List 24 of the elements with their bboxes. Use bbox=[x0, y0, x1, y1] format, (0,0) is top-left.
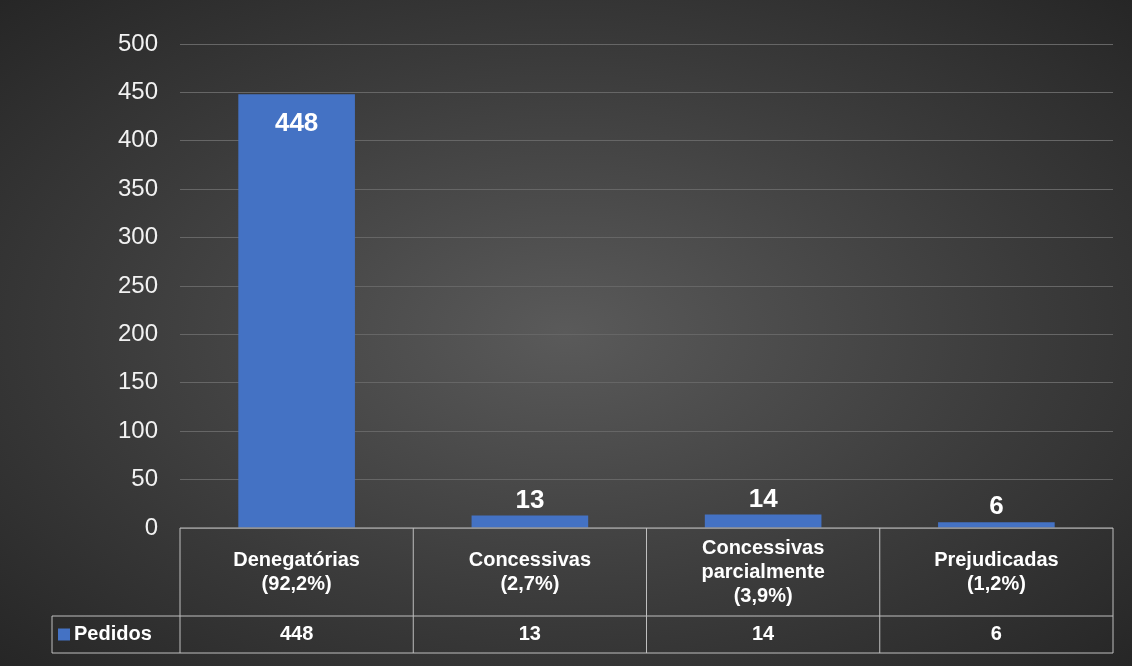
text: 6 bbox=[990, 622, 1002, 645]
y-tick-label: 400 bbox=[117, 125, 158, 153]
x-tick-label: Concessivas (2,7%) bbox=[468, 547, 592, 594]
y-tick-label: 250 bbox=[117, 270, 158, 298]
text: 14 bbox=[752, 622, 776, 645]
data-label: 448 bbox=[274, 106, 319, 137]
y-tick-label: 450 bbox=[117, 77, 158, 105]
y-tick-label: 300 bbox=[117, 222, 158, 250]
text: 448 bbox=[279, 622, 314, 645]
y-tick-label: 50 bbox=[131, 464, 158, 492]
y-tick-label: 350 bbox=[117, 173, 158, 201]
legend-label: Pedidos bbox=[74, 622, 152, 645]
x-tick-label: Concessivas parcialmente (3,9%) bbox=[701, 535, 825, 606]
y-tick-label: 0 bbox=[144, 512, 158, 540]
y-tick-label: 100 bbox=[117, 415, 158, 443]
y-tick-label: 200 bbox=[117, 319, 158, 347]
y-tick-label: 500 bbox=[117, 28, 158, 56]
data-label: 13 bbox=[515, 483, 545, 514]
x-tick-label: Denegatórias (92,2%) bbox=[233, 547, 360, 594]
data-label: 6 bbox=[989, 490, 1004, 521]
x-tick-label: Prejudicadas (1,2%) bbox=[934, 547, 1059, 594]
y-tick-label: 150 bbox=[117, 367, 158, 395]
data-label: 14 bbox=[748, 482, 779, 513]
text: 13 bbox=[518, 622, 541, 645]
